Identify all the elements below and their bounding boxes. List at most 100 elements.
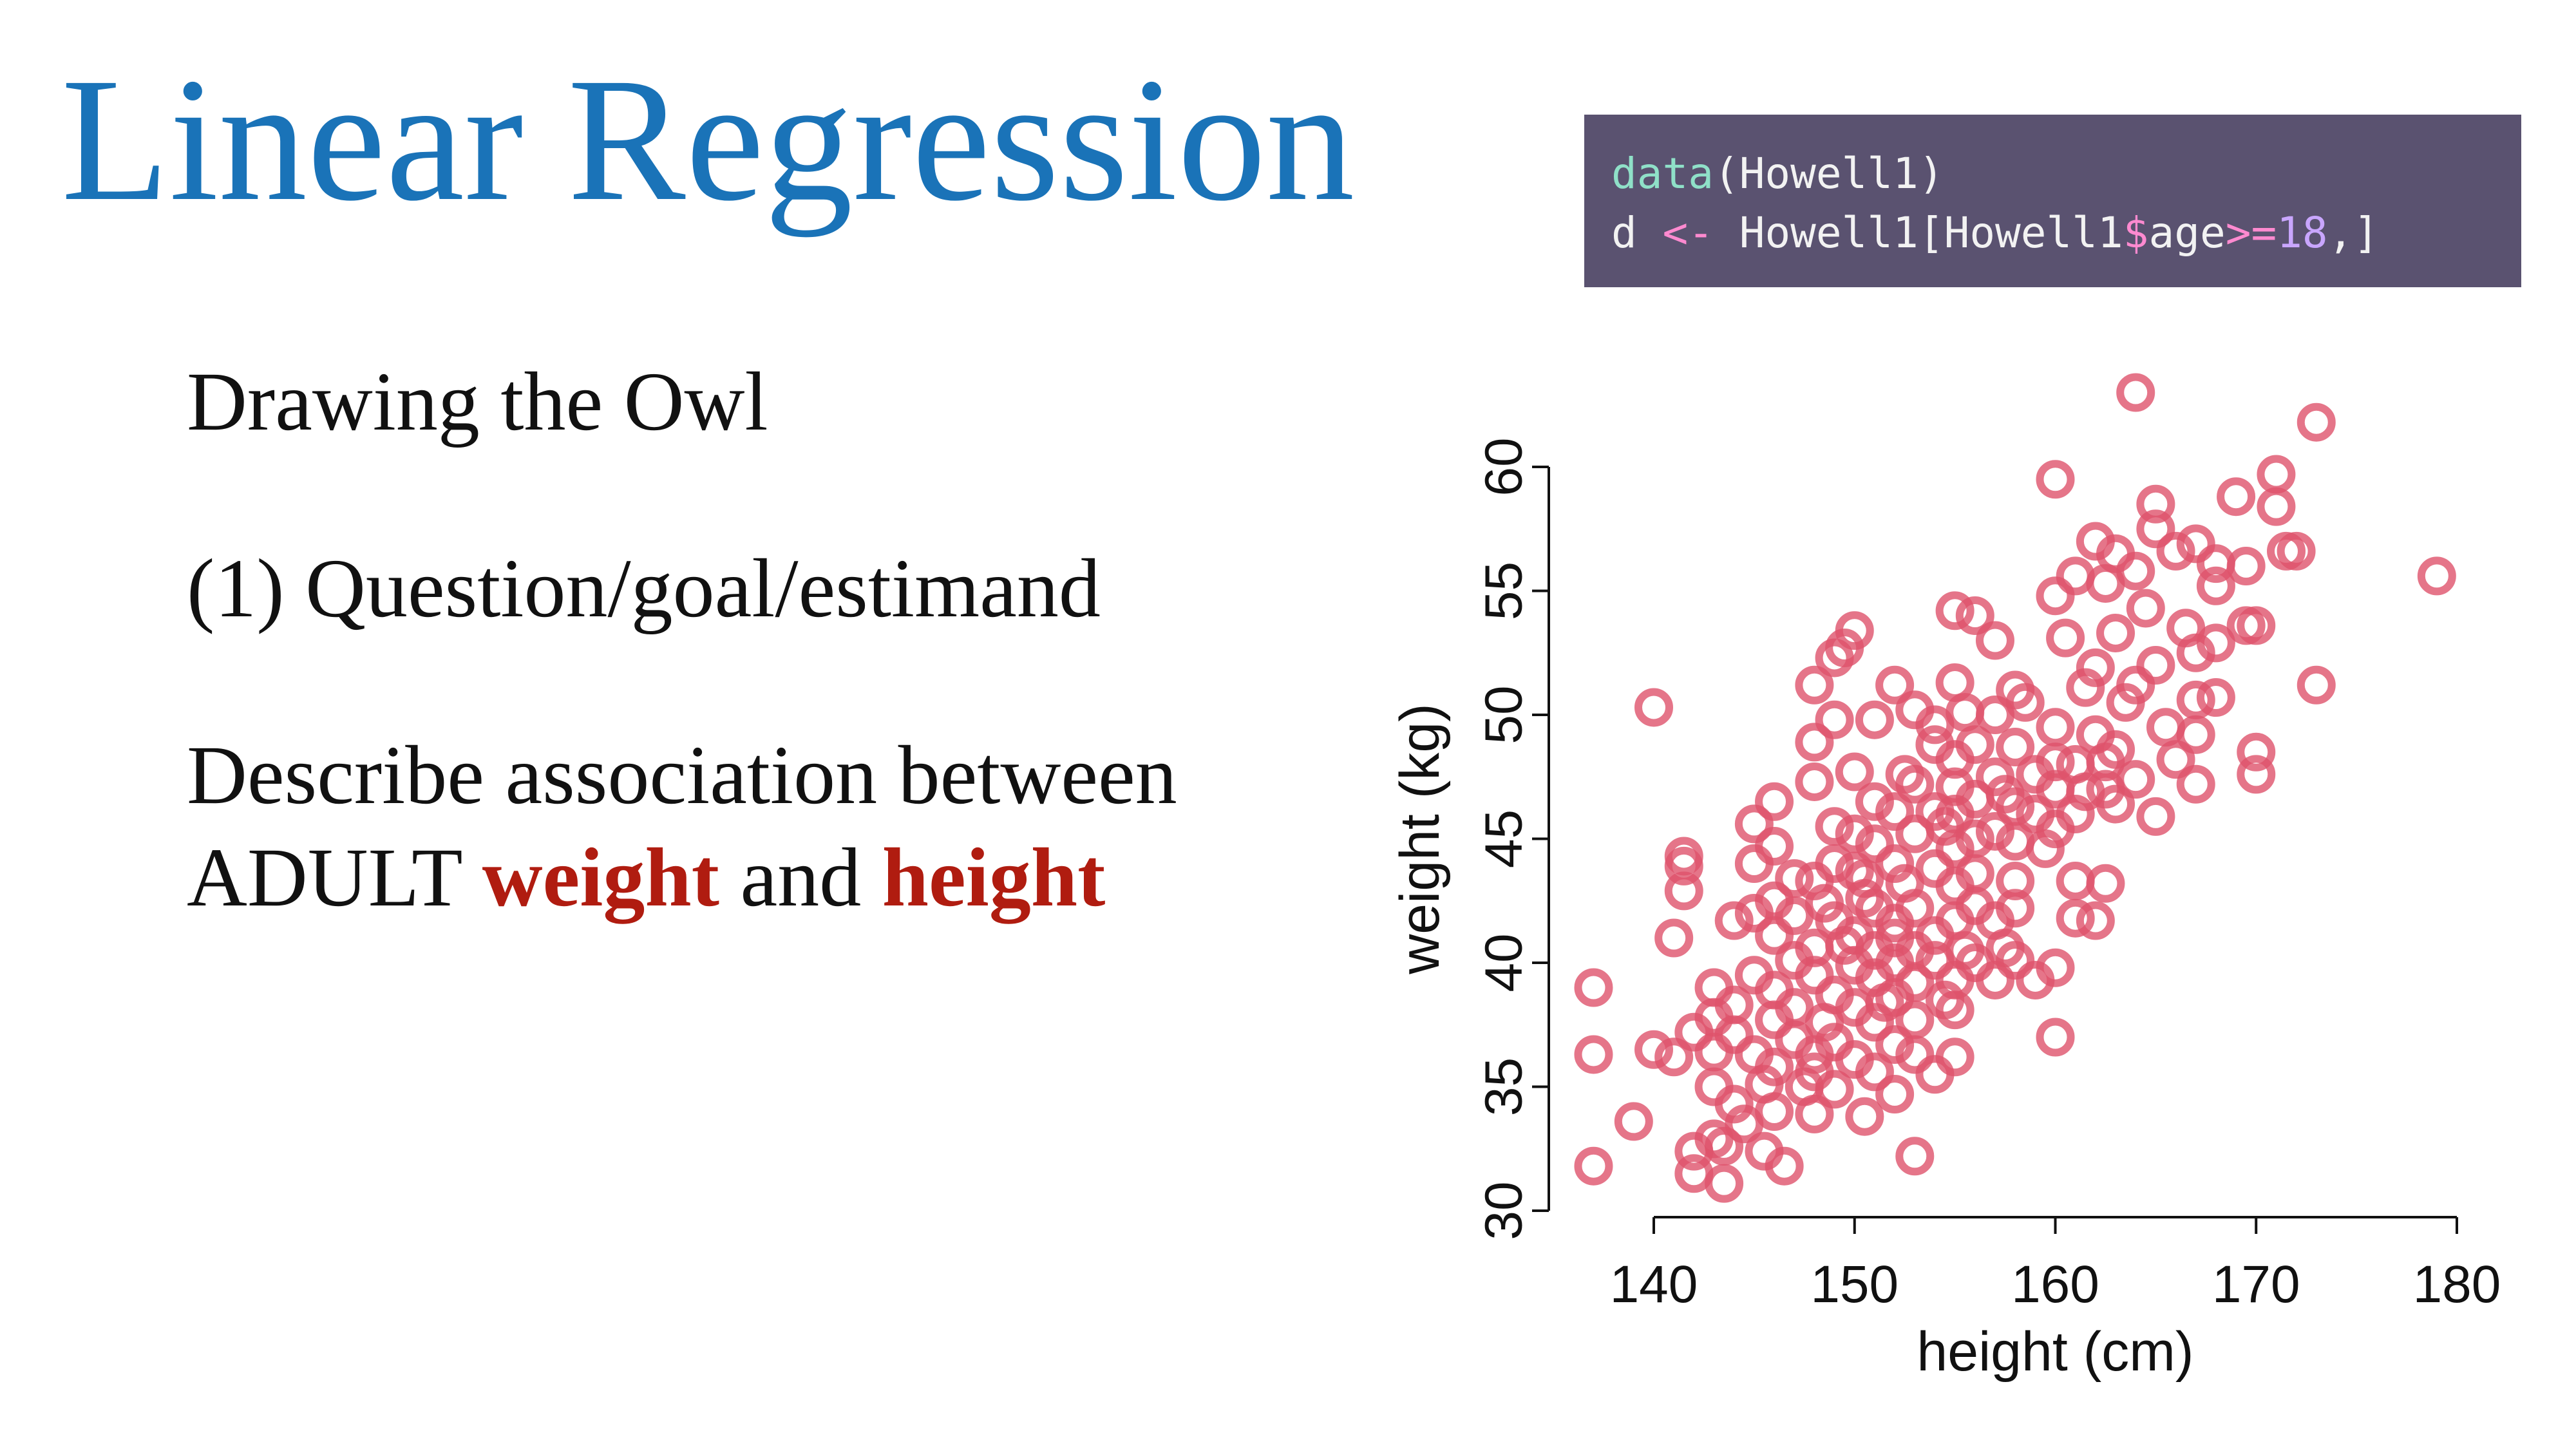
data-point [1835,752,1874,791]
data-point [2136,797,2175,836]
data-point [2136,484,2175,524]
data-point [1725,1104,1764,1144]
data-point [2036,708,2075,747]
data-point [1755,782,1794,821]
data-point [1955,596,1994,635]
data-point [1996,728,2035,767]
data-point [1855,700,1894,739]
data-point [2036,1018,2075,1057]
page-title: Linear Regression [61,42,1355,238]
code-block: data(Howell1) d <- Howell1[Howell1$age>=1… [1584,115,2521,287]
data-point [2025,829,2065,868]
data-point [1975,621,2014,660]
data-point [2196,623,2235,663]
data-point [2267,531,2306,571]
data-point [1915,849,1955,888]
x-axis-title: height (cm) [1917,1321,2193,1383]
data-point [1795,665,1834,705]
data-point [2176,524,2215,564]
data-point [1775,896,1814,935]
data-point [2217,477,2256,516]
data-point [1574,1035,1613,1074]
data-point [1895,814,1935,853]
data-point [1795,723,1834,762]
data-point [2257,487,2296,526]
data-point [2156,740,2195,779]
bullet-drawing-the-owl: Drawing the Owl [187,355,768,448]
code-line1-rest: (Howell1) [1713,149,1944,198]
data-point [1855,1003,1894,1042]
data-point [2136,646,2175,685]
data-point [2226,547,2266,585]
data-point [1895,1035,1935,1074]
data-point [1875,904,1915,943]
x-tick-label: 170 [2212,1255,2300,1314]
data-point [2086,864,2125,903]
data-point [2196,566,2235,605]
data-point [1935,990,1975,1030]
bullet-describe-association: Describe association between ADULT weigh… [187,724,1177,929]
data-point [1714,901,1754,940]
data-point [1875,1075,1915,1114]
highlight-height: height [882,831,1106,924]
bullet-line-1: Describe association between [187,729,1177,822]
data-point [1845,1097,1884,1136]
data-point [1804,1003,1844,1042]
data-point [1915,705,1955,744]
data-point [1875,792,1915,831]
data-point [2176,633,2215,672]
code-dollar-op: $ [2123,208,2149,258]
data-point [1705,1126,1744,1166]
data-point [1705,1164,1744,1203]
data-point [1755,1000,1794,1039]
data-point [1734,844,1774,883]
data-point [2196,678,2235,717]
data-point [1975,811,2014,851]
code-line2-subset: Howell1[Howell1 [1713,208,2123,258]
data-point [1815,1070,1854,1109]
data-point [2136,509,2175,549]
y-tick-label: 45 [1475,810,1533,868]
data-point [1975,696,2014,734]
code-line2-age: age [2148,208,2226,258]
data-point [2066,668,2105,707]
x-tick-label: 140 [1610,1255,1698,1314]
data-point [1664,871,1703,911]
data-point [2086,564,2125,603]
data-point [1946,693,1985,732]
data-point [1926,980,1965,1019]
data-point [2096,613,2136,652]
data-point [2126,589,2165,628]
data-point [2176,764,2215,804]
data-point [2297,665,2336,705]
data-point [1875,1025,1915,1065]
data-point [2176,715,2215,754]
code-fn-data: data [1611,149,1714,198]
data-point [1795,956,1834,995]
data-point [1574,968,1613,1007]
data-point [2096,784,2136,824]
data-point [2417,556,2456,596]
data-point [1885,755,1924,794]
x-tick-label: 150 [1810,1255,1899,1314]
data-point [1935,591,1975,630]
y-tick-label: 30 [1475,1181,1533,1240]
data-point [1845,878,1884,918]
data-point [2016,960,2055,999]
x-axis: 140 150 160 170 180 [1610,1216,2501,1314]
y-axis: 30 35 40 45 50 55 60 [1475,437,1550,1240]
data-point [2237,732,2276,772]
data-point [1755,916,1794,955]
scatter-points [1574,373,2456,1203]
data-point [1654,918,1694,958]
data-point [1895,1137,1935,1176]
data-point [1574,1146,1613,1186]
y-axis-title: weight (kg) [1389,703,1451,975]
y-tick-label: 35 [1475,1057,1533,1116]
data-point [1614,1102,1653,1141]
y-tick-label: 55 [1475,562,1533,620]
data-point [2076,901,2115,940]
data-point [1765,1146,1804,1186]
code-line2-var: d [1611,208,1663,258]
